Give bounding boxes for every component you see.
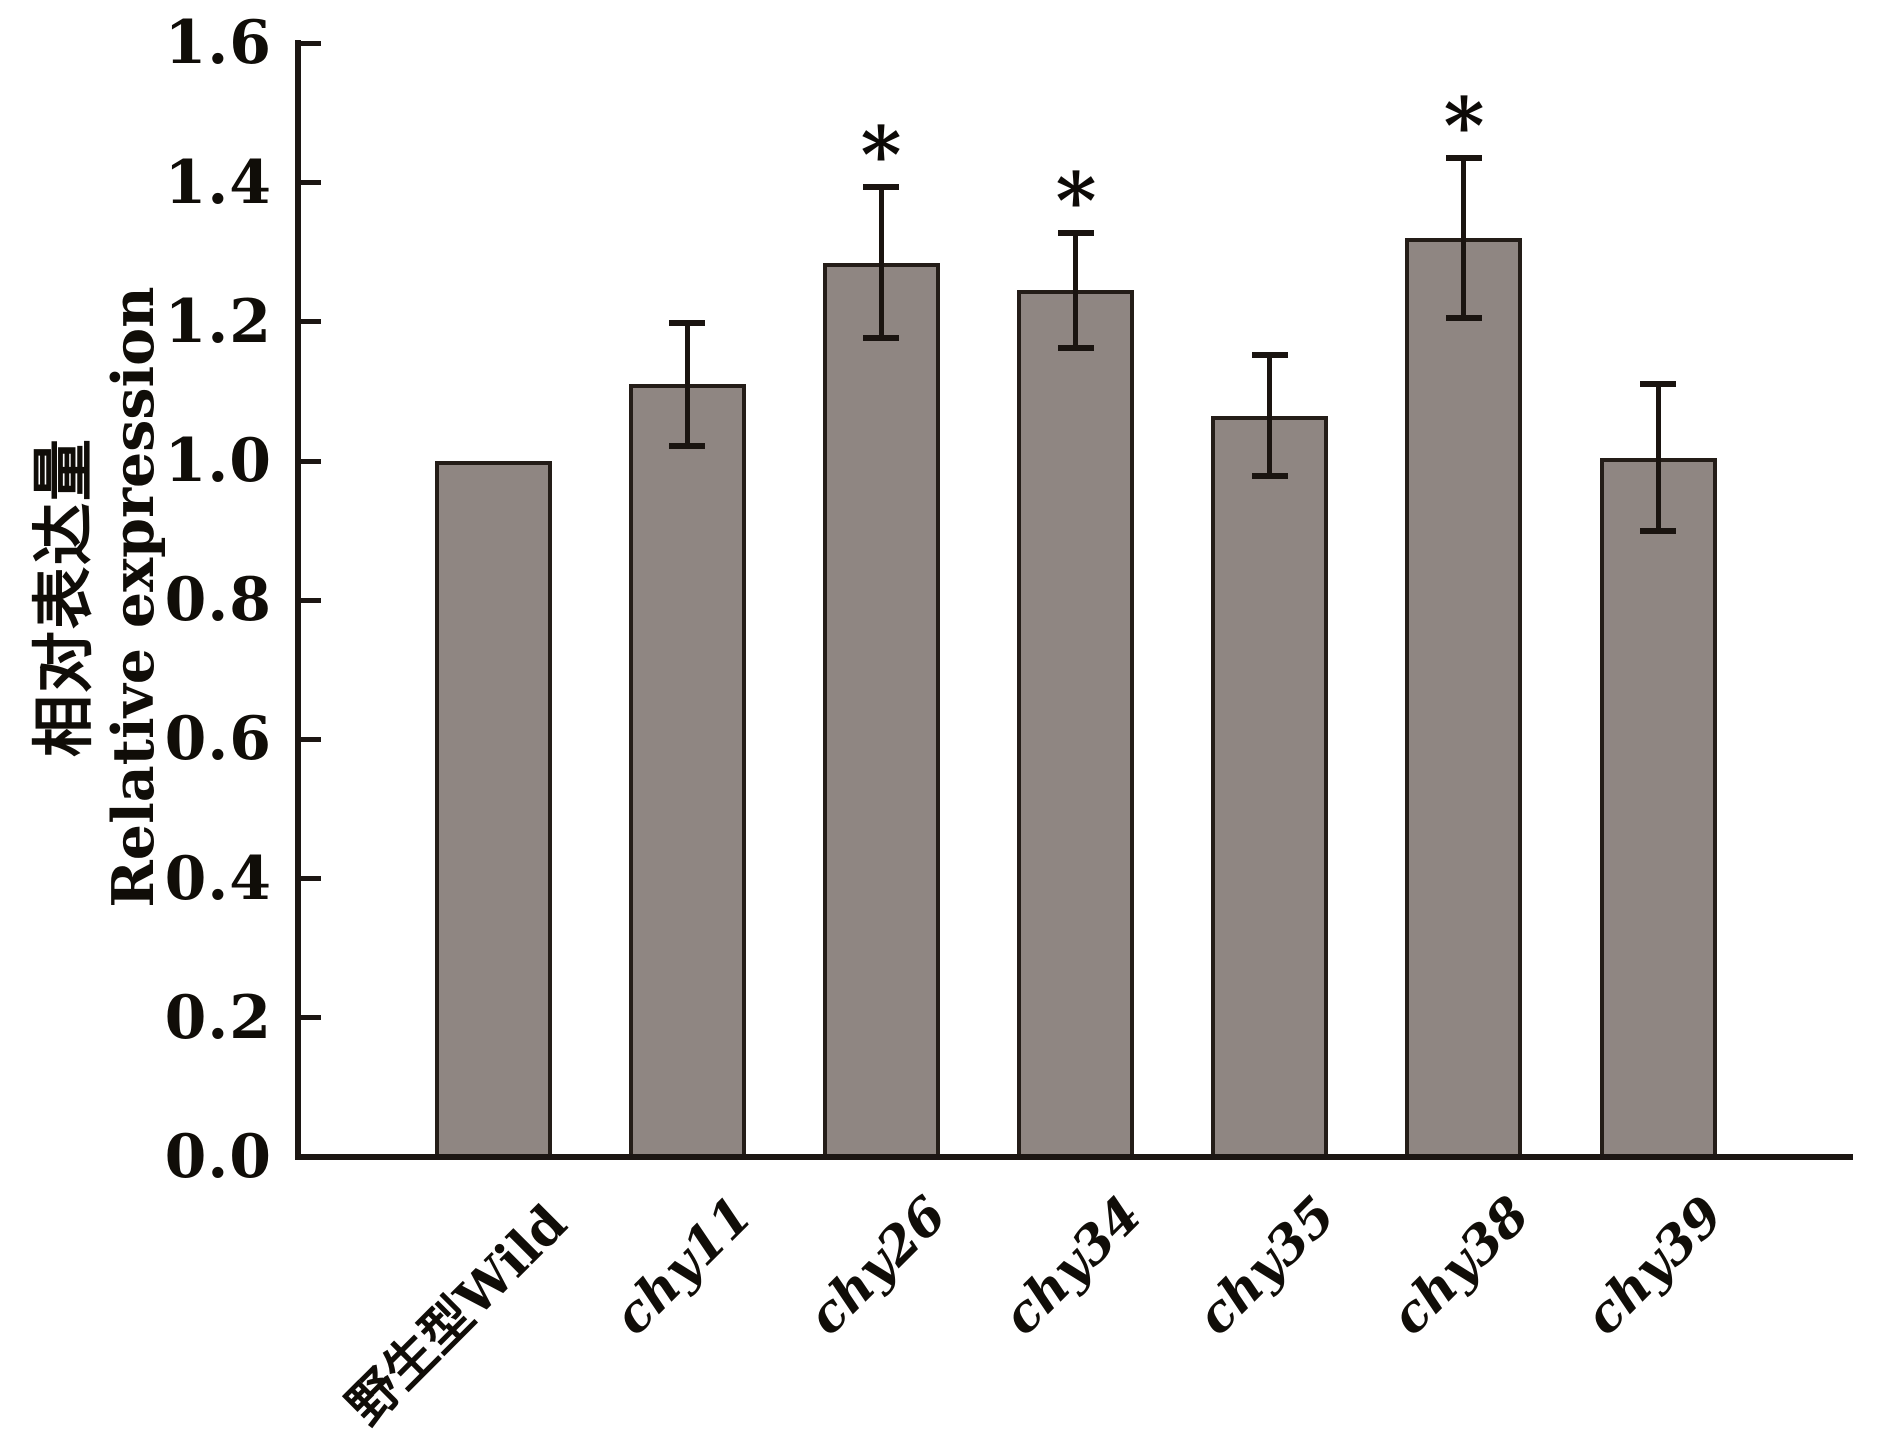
error-bar-cap-bottom-chy11: [669, 443, 705, 449]
error-bar-chy11: [685, 323, 690, 446]
bar-chy39: [1600, 458, 1717, 1158]
error-bar-cap-bottom-chy35: [1252, 473, 1288, 479]
y-tick-label-0.0: 0.0: [164, 1122, 272, 1192]
y-tick-label-1.4: 1.4: [164, 148, 272, 218]
y-axis-title-chinese: 相对表达量: [27, 436, 100, 758]
x-tick-label-chy39: chy39: [1573, 1185, 1736, 1347]
error-bar-cap-top-chy38: [1446, 155, 1482, 161]
y-tick-0.6: [301, 737, 321, 742]
error-bar-chy35: [1267, 355, 1272, 476]
error-bar-cap-top-chy39: [1640, 381, 1676, 387]
error-bar-cap-bottom-chy34: [1058, 345, 1094, 351]
y-tick-label-0.4: 0.4: [164, 844, 272, 914]
y-tick-1.4: [301, 180, 321, 185]
error-bar-cap-bottom-chy26: [863, 335, 899, 341]
y-tick-0.2: [301, 1015, 321, 1020]
y-tick-label-1.0: 1.0: [164, 426, 272, 496]
error-bar-cap-top-chy35: [1252, 352, 1288, 358]
y-tick-1.0: [301, 459, 321, 464]
y-tick-1.6: [301, 41, 321, 46]
x-tick-label-野生型Wild: 野生型Wild: [335, 1193, 579, 1437]
error-bar-chy39: [1656, 384, 1661, 531]
x-tick-label-chy38: chy38: [1379, 1185, 1542, 1347]
y-tick-label-1.6: 1.6: [164, 8, 272, 78]
error-bar-cap-bottom-chy38: [1446, 315, 1482, 321]
y-axis-line: [295, 40, 301, 1160]
significance-asterisk-chy34: *: [1055, 156, 1097, 247]
bar-chy34: [1017, 290, 1134, 1158]
bar-野生型Wild: [435, 461, 552, 1158]
error-bar-chy26: [879, 187, 884, 338]
error-bar-cap-top-chy11: [669, 320, 705, 326]
bar-chy11: [629, 384, 746, 1158]
bar-chy35: [1211, 416, 1328, 1158]
error-bar-chy34: [1073, 233, 1078, 348]
x-tick-label-chy35: chy35: [1185, 1185, 1348, 1347]
significance-asterisk-chy38: *: [1443, 81, 1485, 172]
y-axis-title: 相对表达量 Relative expression: [27, 286, 167, 907]
bar-chy26: [823, 263, 940, 1158]
error-bar-chy38: [1461, 158, 1466, 318]
y-tick-1.2: [301, 319, 321, 324]
error-bar-cap-top-chy26: [863, 184, 899, 190]
y-axis-title-english: Relative expression: [100, 286, 167, 908]
x-axis-line: [295, 1154, 1853, 1160]
x-tick-label-chy11: chy11: [602, 1185, 765, 1347]
y-tick-label-0.6: 0.6: [164, 704, 272, 774]
bar-chy38: [1405, 238, 1522, 1158]
y-tick-label-0.8: 0.8: [164, 565, 272, 635]
error-bar-cap-top-chy34: [1058, 230, 1094, 236]
y-tick-0.4: [301, 876, 321, 881]
significance-asterisk-chy26: *: [860, 110, 902, 201]
x-tick-label-chy26: chy26: [796, 1185, 959, 1347]
x-tick-label-chy34: chy34: [991, 1185, 1154, 1347]
error-bar-cap-bottom-chy39: [1640, 528, 1676, 534]
y-tick-label-1.2: 1.2: [164, 287, 272, 357]
y-tick-0.8: [301, 598, 321, 603]
y-tick-label-0.2: 0.2: [164, 983, 272, 1053]
